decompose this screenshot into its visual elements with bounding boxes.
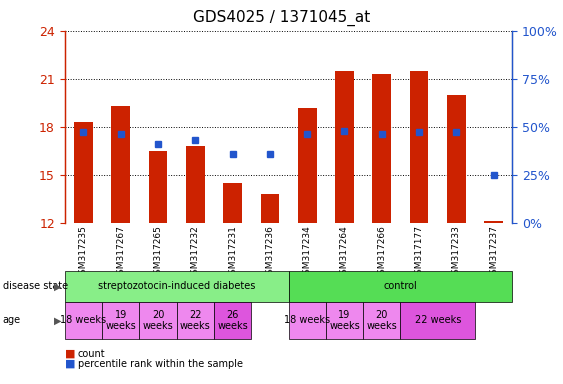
Text: 19
weeks: 19 weeks xyxy=(105,310,136,331)
Text: 22 weeks: 22 weeks xyxy=(414,315,461,326)
Text: 20
weeks: 20 weeks xyxy=(142,310,173,331)
Bar xyxy=(224,183,242,223)
Text: ■: ■ xyxy=(65,349,75,359)
Text: age: age xyxy=(3,315,21,326)
Bar xyxy=(186,146,204,223)
Text: 19
weeks: 19 weeks xyxy=(329,310,360,331)
Bar xyxy=(484,221,503,223)
Bar xyxy=(261,194,279,223)
Text: GDS4025 / 1371045_at: GDS4025 / 1371045_at xyxy=(193,10,370,26)
Text: ▶: ▶ xyxy=(54,315,62,326)
Text: 22
weeks: 22 weeks xyxy=(180,310,211,331)
Bar xyxy=(74,122,93,223)
Text: 26
weeks: 26 weeks xyxy=(217,310,248,331)
Bar xyxy=(298,108,316,223)
Bar xyxy=(111,106,130,223)
Text: ■: ■ xyxy=(65,359,75,369)
Bar xyxy=(149,151,167,223)
Text: 20
weeks: 20 weeks xyxy=(367,310,397,331)
Text: 18 weeks: 18 weeks xyxy=(60,315,106,326)
Text: count: count xyxy=(78,349,105,359)
Bar xyxy=(335,71,354,223)
Text: percentile rank within the sample: percentile rank within the sample xyxy=(78,359,243,369)
Text: control: control xyxy=(383,281,417,291)
Bar xyxy=(447,95,466,223)
Text: disease state: disease state xyxy=(3,281,68,291)
Text: 18 weeks: 18 weeks xyxy=(284,315,330,326)
Bar xyxy=(373,74,391,223)
Text: streptozotocin-induced diabetes: streptozotocin-induced diabetes xyxy=(98,281,256,291)
Text: ▶: ▶ xyxy=(54,281,62,291)
Bar xyxy=(410,71,428,223)
